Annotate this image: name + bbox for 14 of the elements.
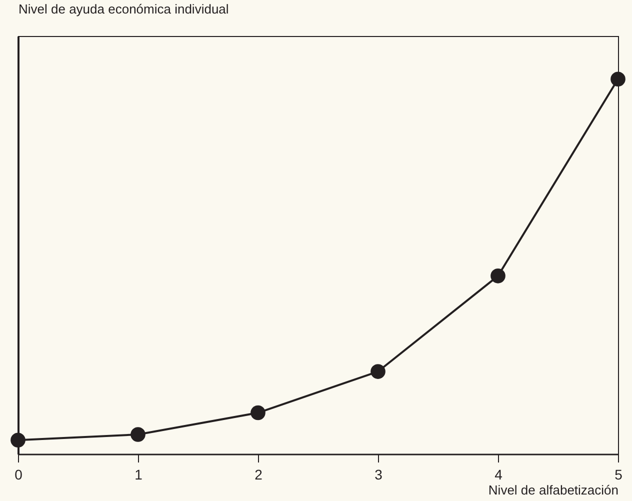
point [370,364,386,379]
x-tick-label: 3 [374,466,383,482]
x-tick-label: 0 [14,466,23,482]
y-axis-title: Nivel de ayuda económica individual [18,2,229,16]
x-tick-label: 4 [494,466,503,482]
x-tick-label: 5 [614,466,623,482]
point [490,268,506,284]
x-tick-label: 2 [254,466,263,482]
x-axis-title: Nivel de alfabetización [488,482,618,498]
point [610,72,626,87]
point [130,427,146,442]
point [10,432,26,448]
point [250,405,266,420]
x-tick-label: 1 [134,466,143,482]
